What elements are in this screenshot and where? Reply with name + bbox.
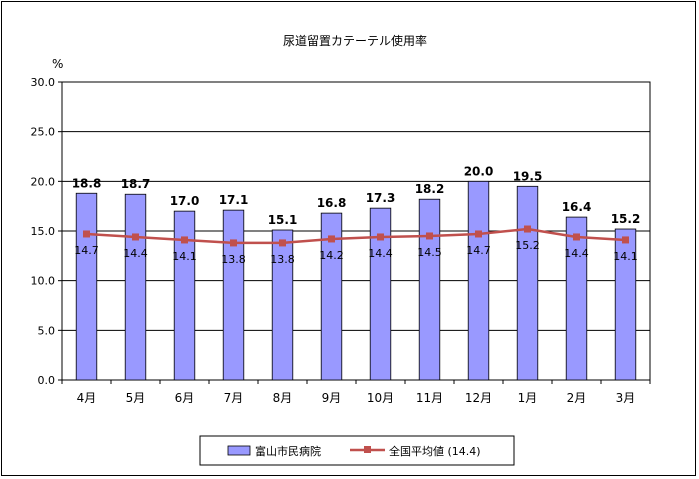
y-tick-label: 25.0 [31,126,56,139]
line-value-label: 14.4 [368,247,393,260]
line-marker [132,233,139,241]
x-tick-label: 4月 [77,391,97,405]
legend-label-line: 全国平均値 (14.4) [389,444,481,458]
line-value-label: 14.1 [613,250,638,263]
x-axis-ticks: 4月 5月 6月 7月 8月 9月 10月 11月 12月 1月 2月 3月 [61,380,651,405]
line-value-label: 13.8 [270,253,295,266]
x-tick-label: 7月 [224,391,244,405]
bar [320,212,343,381]
bar [173,210,196,381]
line-value-label: 15.2 [515,239,540,252]
line-series: 14.7 14.4 14.1 13.8 13.8 14.2 14.4 14.5 14.7 15.2… [74,225,638,266]
chart-title: 尿道留置カテーテル使用率 [283,33,427,48]
legend-swatch-marker [364,446,371,453]
y-tick-label: 20.0 [31,175,56,188]
y-tick-label: 0.0 [38,374,56,387]
legend: 富山市民病院 全国平均値 (14.4) [199,435,515,466]
x-tick-label: 8月 [273,391,293,405]
bar-value-label: 18.8 [72,176,102,190]
bar-value-label: 17.1 [219,193,249,207]
x-tick-label: 10月 [367,391,394,405]
bar [467,180,490,381]
y-tick-label: 30.0 [31,76,56,89]
x-tick-label: 6月 [175,391,195,405]
line-marker [181,236,188,244]
x-tick-label: 3月 [616,391,636,405]
line-marker [524,225,531,233]
bar-series: 18.8 18.7 17.0 17.1 15.1 16.8 17.3 18.2 20.0 19.5… [72,164,641,381]
bar-value-label: 15.2 [611,212,641,226]
y-tick-label: 10.0 [31,275,56,288]
bar-value-label: 19.5 [513,169,543,183]
bar [124,193,147,381]
line-marker [279,239,286,247]
line-value-label: 14.7 [74,244,99,257]
x-tick-label: 1月 [518,391,538,405]
line-marker [622,236,629,244]
x-tick-label: 11月 [416,391,443,405]
line-marker [230,239,237,247]
y-axis-unit-label: % [52,57,63,71]
bar-value-label: 18.2 [415,182,445,196]
bar-value-label: 17.0 [170,194,200,208]
bar-value-label: 18.7 [121,177,151,191]
line-value-label: 14.7 [466,244,491,257]
line-value-label: 14.4 [123,247,148,260]
bar [75,192,98,381]
line-marker [475,230,482,238]
bar [614,228,637,381]
x-tick-label: 5月 [126,391,146,405]
bar [565,216,588,381]
legend-label-bar: 富山市民病院 [255,444,321,458]
bar [271,229,294,381]
x-tick-label: 2月 [567,391,587,405]
line-value-label: 14.2 [319,249,344,262]
bar-value-label: 16.8 [317,196,347,210]
bar [369,207,392,381]
y-tick-label: 5.0 [38,324,56,337]
bar [516,185,539,381]
series-line [86,227,626,245]
bar-value-label: 15.1 [268,213,298,227]
bar [222,209,245,381]
line-marker [83,230,90,238]
line-marker [377,233,384,241]
line-value-label: 14.5 [417,246,442,259]
line-marker [426,232,433,240]
line-value-label: 14.4 [564,247,589,260]
bar [418,198,441,381]
y-tick-label: 15.0 [31,225,56,238]
bar-value-label: 17.3 [366,191,396,205]
y-axis-ticks: 0.0 5.0 10.0 15.0 20.0 25.0 30.0 [31,76,62,387]
line-marker [328,235,335,243]
bar-value-label: 20.0 [464,164,494,178]
line-marker [573,233,580,241]
line-value-label: 13.8 [221,253,246,266]
bar-value-label: 16.4 [562,200,592,214]
line-value-label: 14.1 [172,250,197,263]
gridlines [62,131,650,331]
x-tick-label: 9月 [322,391,342,405]
x-tick-label: 12月 [465,391,492,405]
legend-swatch-bar [227,445,251,456]
